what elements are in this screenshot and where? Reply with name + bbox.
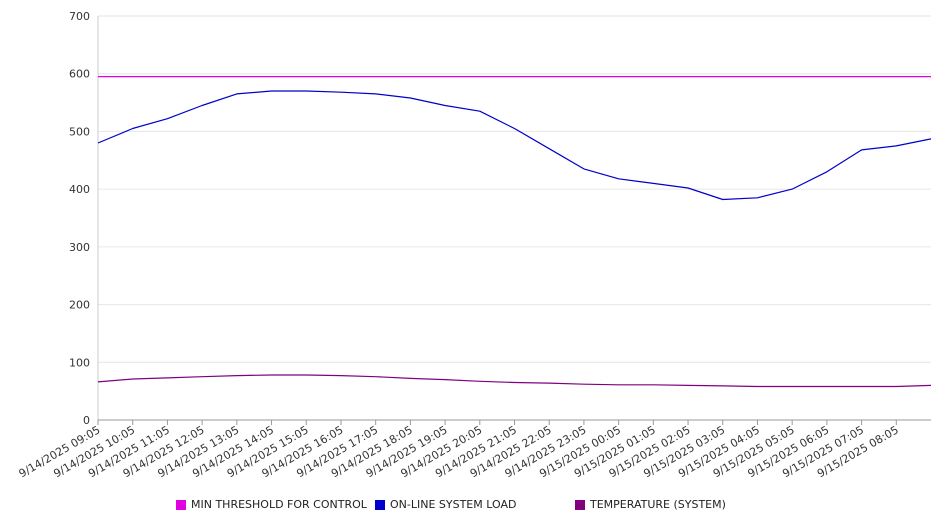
grid-layer (98, 15, 931, 363)
legend-item-temperature: TEMPERATURE (SYSTEM) (575, 498, 726, 511)
y-tick-label: 300 (69, 241, 90, 254)
legend-swatch (375, 499, 385, 510)
y-tick-label: 500 (69, 125, 90, 138)
axis-layer (97, 16, 931, 425)
y-tick-label: 400 (69, 183, 90, 196)
y-tick-label: 700 (69, 10, 90, 23)
legend-swatch (575, 499, 585, 510)
y-tick-label: 600 (69, 68, 90, 81)
legend: MIN THRESHOLD FOR CONTROL ON-LINE SYSTEM… (0, 498, 946, 514)
y-tick-label: 200 (69, 299, 90, 312)
y-tick-label: 0 (83, 414, 90, 427)
y-tick-label: 100 (69, 356, 90, 369)
legend-item-threshold: MIN THRESHOLD FOR CONTROL (176, 498, 367, 511)
series-line-on-line-system-load (97, 90, 932, 201)
legend-label: ON-LINE SYSTEM LOAD (390, 498, 517, 511)
series-layer (97, 75, 932, 388)
legend-label: TEMPERATURE (SYSTEM) (590, 498, 726, 511)
series-line-temperature-system (97, 374, 932, 388)
legend-item-load: ON-LINE SYSTEM LOAD (375, 498, 516, 511)
legend-label: MIN THRESHOLD FOR CONTROL (191, 498, 367, 511)
legend-swatch (176, 499, 186, 510)
